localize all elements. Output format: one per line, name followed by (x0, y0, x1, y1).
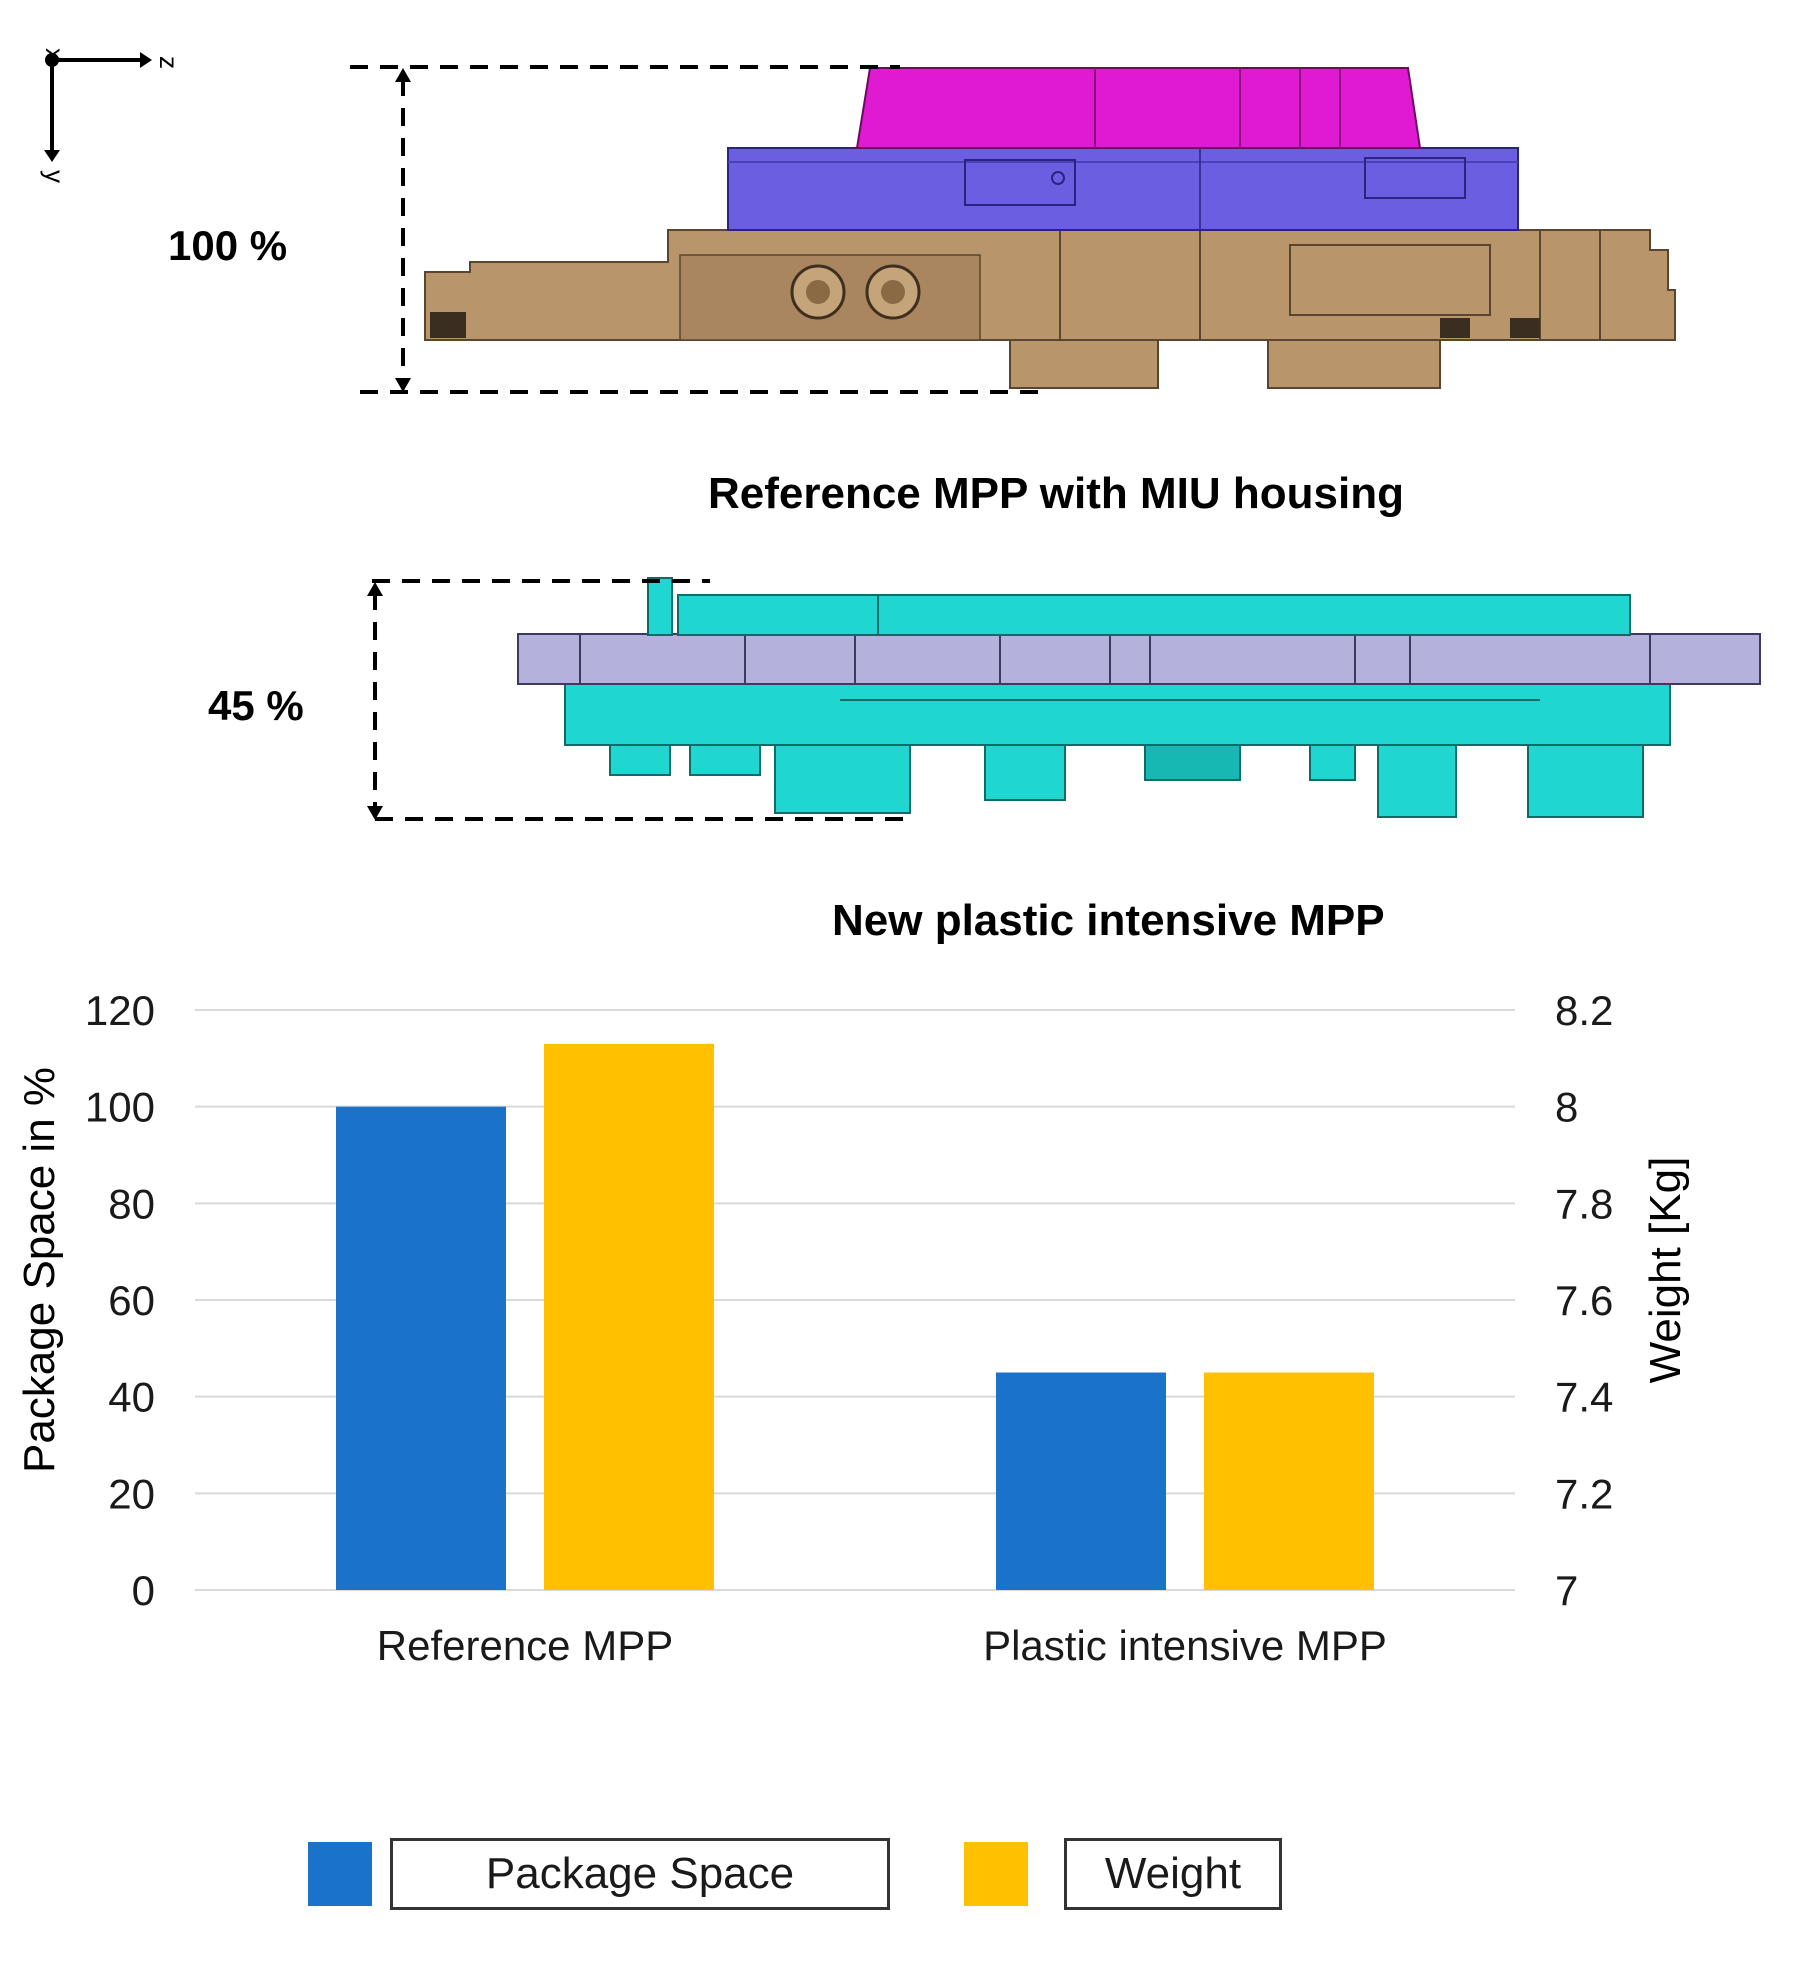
left-tick-label: 80 (108, 1180, 155, 1227)
bar-package-space (336, 1106, 506, 1590)
left-tick-label: 120 (85, 987, 155, 1034)
reference-mpp-drawing (350, 65, 1676, 394)
bar-package-space (996, 1372, 1166, 1590)
left-tick-label: 0 (132, 1567, 155, 1614)
reference-percent-label: 100 % (168, 222, 287, 269)
new-caption: New plastic intensive MPP (832, 896, 1385, 945)
y-axis-label-right: Weight [Kg] (1641, 1157, 1690, 1384)
magenta-cover-part (855, 67, 1422, 149)
new-dimension (367, 579, 910, 821)
category-labels: Reference MPP Plastic intensive MPP (377, 1622, 1387, 1669)
lavender-plate-part (517, 633, 1761, 685)
right-tick-label: 7.4 (1555, 1374, 1613, 1421)
bars (336, 1043, 1374, 1590)
legend-swatch-package-space (308, 1842, 372, 1906)
axis-x-label: x (40, 48, 70, 61)
axis-z-label: z (154, 56, 184, 69)
reference-caption: Reference MPP with MIU housing (708, 469, 1404, 518)
bronze-base-part (424, 229, 1676, 389)
purple-housing-part (727, 147, 1519, 231)
right-tick-label: 8.2 (1555, 987, 1613, 1034)
new-mpp-drawing (367, 577, 1761, 821)
left-tick-label: 60 (108, 1277, 155, 1324)
bar-weight (544, 1043, 714, 1590)
right-tick-label: 7.2 (1555, 1470, 1613, 1517)
left-tick-label: 40 (108, 1374, 155, 1421)
left-axis-ticks: 0 20 40 60 80 100 120 (85, 987, 155, 1614)
reference-dimension (350, 65, 1040, 394)
teal-lower-part (564, 679, 1671, 818)
axis-y-label: y (40, 170, 70, 183)
legend-swatch-weight (964, 1842, 1028, 1906)
category-label: Reference MPP (377, 1622, 673, 1669)
axis-indicator: x z y (40, 48, 184, 183)
teal-top-part (647, 577, 1631, 636)
left-tick-label: 20 (108, 1470, 155, 1517)
legend-label-weight: Weight (1064, 1838, 1282, 1910)
new-percent-label: 45 % (208, 682, 304, 729)
right-tick-label: 7 (1555, 1567, 1578, 1614)
legend-label-package-space: Package Space (390, 1838, 890, 1910)
right-axis-ticks: 7 7.2 7.4 7.6 7.8 8 8.2 (1555, 987, 1613, 1614)
bar-chart: 0 20 40 60 80 100 120 7 7.2 7.4 7.6 7.8 8 8.2 Refere… (15, 987, 1690, 1669)
left-tick-label: 100 (85, 1084, 155, 1131)
bar-weight (1204, 1372, 1374, 1590)
y-axis-label-left: Package Space in % (15, 1067, 64, 1473)
category-label: Plastic intensive MPP (983, 1622, 1387, 1669)
right-tick-label: 8 (1555, 1084, 1578, 1131)
right-tick-label: 7.6 (1555, 1277, 1613, 1324)
right-tick-label: 7.8 (1555, 1180, 1613, 1227)
